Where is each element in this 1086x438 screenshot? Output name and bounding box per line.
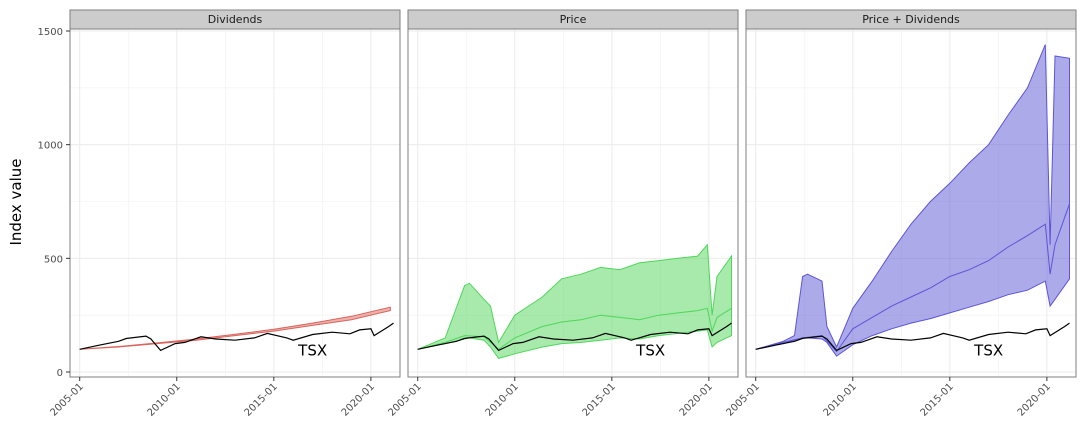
- x-tick-label: 2010-01: [822, 381, 859, 418]
- x-tick-label: 2015-01: [581, 381, 618, 418]
- x-tick-label: 2005-01: [724, 381, 761, 418]
- panel-2: Price TSX 2005-01 2010-01 2015-01 2020-01: [386, 9, 739, 419]
- panel-border: [745, 28, 1077, 378]
- y-tick-label: 500: [44, 254, 63, 265]
- tsx-annotation: TSX: [973, 341, 1003, 359]
- y-axis-title: Index value: [7, 158, 25, 245]
- x-tick-label: 2010-01: [484, 381, 521, 418]
- range-band: [417, 243, 732, 359]
- tsx-line: [417, 322, 732, 352]
- y-tick-label: 0: [57, 368, 63, 379]
- x-tick-label: 2005-01: [48, 381, 85, 418]
- x-tick-label: 2020-01: [1016, 381, 1053, 418]
- x-tick-label: 2020-01: [678, 381, 715, 418]
- x-tick-label: 2015-01: [243, 381, 280, 418]
- panel-border: [407, 28, 739, 378]
- panel-1: Dividends TSX 2005-01 2010-01 2015-01 2020-01: [48, 9, 401, 419]
- tsx-annotation: TSX: [297, 341, 327, 359]
- facet-strip-label: Dividends: [208, 13, 263, 26]
- y-tick-label: 1000: [38, 141, 63, 152]
- range-band: [755, 44, 1070, 357]
- panel-border: [69, 28, 401, 378]
- x-tick-label: 2015-01: [919, 381, 956, 418]
- facet-strip-label: Price + Dividends: [862, 13, 960, 26]
- tsx-line: [79, 322, 394, 352]
- tsx-annotation: TSX: [635, 341, 665, 359]
- x-tick-label: 2020-01: [340, 381, 377, 418]
- tsx-line: [755, 322, 1070, 352]
- y-axis: 0 500 1000 1500: [38, 27, 70, 379]
- facet-strip-label: Price: [560, 13, 587, 26]
- x-tick-label: 2010-01: [146, 381, 183, 418]
- x-tick-label: 2005-01: [386, 381, 423, 418]
- median-line: [417, 307, 732, 350]
- plot-background: [70, 29, 400, 377]
- panels-layer: Dividends TSX 2005-01 2010-01 2015-01 2020-01…: [48, 9, 1077, 419]
- y-tick-label: 1500: [38, 27, 63, 38]
- panel-3: Price + Dividends TSX 2005-01 2010-01 2015-0…: [724, 9, 1077, 419]
